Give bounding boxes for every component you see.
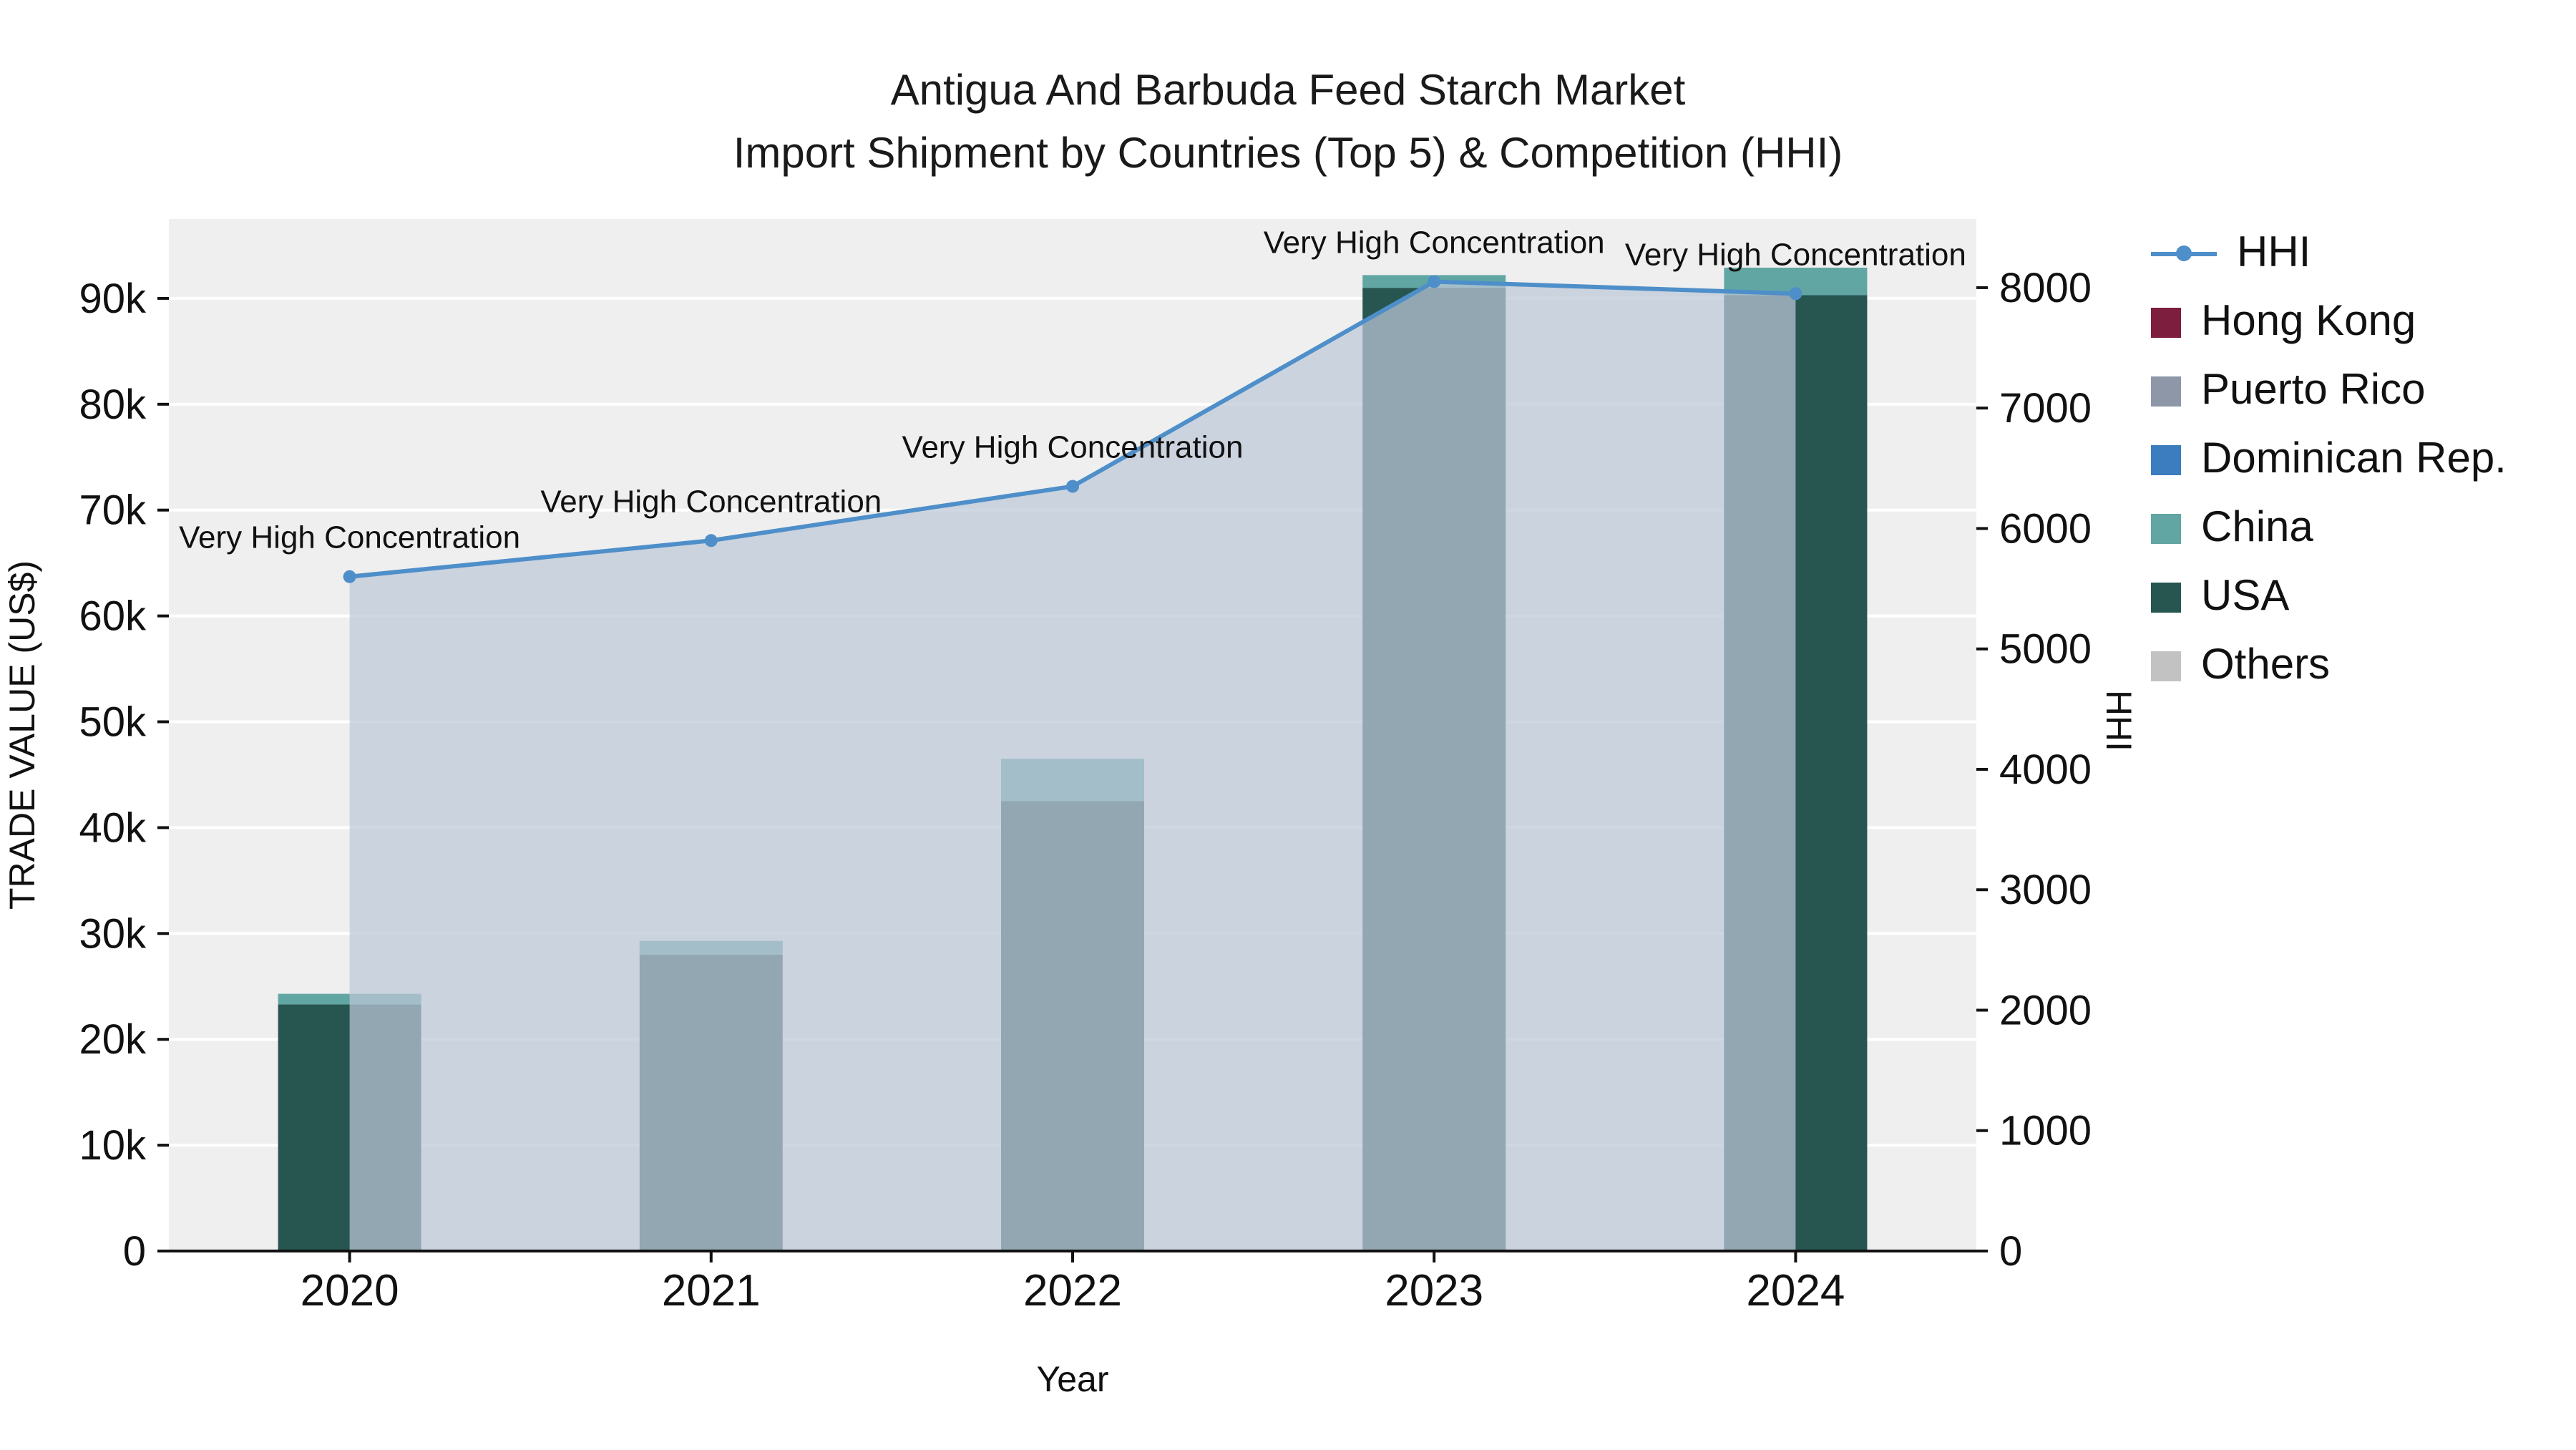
left-axis-tick-label: 70k <box>79 487 147 534</box>
chart-title-line1: Antigua And Barbuda Feed Starch Market <box>890 67 1686 115</box>
right-axis-tick-label: 2000 <box>1999 987 2092 1033</box>
legend-label: HHI <box>2237 229 2311 276</box>
hhi-area-fill <box>349 281 1796 1252</box>
hhi-point-2021[interactable] <box>704 534 718 548</box>
legend-color-swatch-icon <box>2151 582 2181 612</box>
legend-item-others[interactable]: Others <box>2151 641 2507 690</box>
hhi-point-2024[interactable] <box>1789 287 1802 301</box>
left-axis-tick-label: 60k <box>79 593 147 640</box>
legend-label: Dominican Rep. <box>2201 435 2507 482</box>
hhi-point-2022[interactable] <box>1066 480 1079 493</box>
legend-color-swatch-icon <box>2151 513 2181 543</box>
left-axis-tick-label: 10k <box>79 1122 147 1169</box>
right-axis-tick-label: 5000 <box>1999 626 2092 673</box>
legend-label: USA <box>2201 573 2290 620</box>
left-axis-title: TRADE VALUE (US$) <box>2 560 42 910</box>
annotation-2020: Very High Concentration <box>179 520 520 555</box>
x-axis-tick-label: 2024 <box>1746 1266 1845 1315</box>
left-axis-tick-label: 90k <box>79 276 147 322</box>
hhi-point-2023[interactable] <box>1428 275 1441 288</box>
left-axis-tick-label: 0 <box>123 1228 146 1275</box>
legend-item-hhi[interactable]: HHI <box>2151 229 2507 278</box>
legend-color-swatch-icon <box>2151 376 2181 406</box>
right-axis-tick-label: 1000 <box>1999 1108 2092 1154</box>
left-axis-tick-label: 80k <box>79 381 147 428</box>
right-axis-tick-label: 8000 <box>1999 265 2092 311</box>
x-axis-tick-label: 2021 <box>662 1266 761 1315</box>
x-axis-tick-label: 2022 <box>1023 1266 1122 1315</box>
right-axis-tick-label: 4000 <box>1999 746 2092 793</box>
x-axis-tick-label: 2020 <box>301 1266 399 1315</box>
legend-item-dominican-rep[interactable]: Dominican Rep. <box>2151 435 2507 484</box>
left-axis-tick-label: 40k <box>79 804 147 851</box>
legend-item-puerto-rico[interactable]: Puerto Rico <box>2151 366 2507 415</box>
annotation-2023: Very High Concentration <box>1264 225 1605 260</box>
legend-item-china[interactable]: China <box>2151 504 2507 553</box>
left-axis-tick-label: 50k <box>79 699 147 746</box>
legend-label: Hong Kong <box>2201 298 2416 345</box>
legend-color-swatch-icon <box>2151 444 2181 475</box>
legend-item-hong-kong[interactable]: Hong Kong <box>2151 298 2507 346</box>
annotation-2021: Very High Concentration <box>540 484 882 519</box>
legend-line-dot-icon <box>2176 245 2192 261</box>
left-axis-tick-label: 20k <box>79 1016 147 1063</box>
right-axis-tick-label: 0 <box>1999 1228 2022 1275</box>
chart-title: Antigua And Barbuda Feed Starch Market I… <box>0 60 2576 186</box>
legend-item-usa[interactable]: USA <box>2151 573 2507 621</box>
legend-label: Others <box>2201 641 2331 688</box>
right-axis-tick-label: 3000 <box>1999 867 2092 913</box>
x-axis-tick-label: 2023 <box>1385 1266 1483 1315</box>
x-axis-title: Year <box>1036 1359 1108 1399</box>
annotation-2024: Very High Concentration <box>1625 237 1966 272</box>
chart-title-line2: Import Shipment by Countries (Top 5) & C… <box>733 130 1843 177</box>
legend-color-swatch-icon <box>2151 651 2181 681</box>
right-axis-title: HHI <box>2099 690 2139 751</box>
legend-color-swatch-icon <box>2151 307 2181 337</box>
chart-legend: HHI Hong Kong Puerto Rico Dominican Rep. Chi… <box>2151 229 2507 690</box>
legend-label: China <box>2201 504 2313 551</box>
right-axis-tick-label: 7000 <box>1999 385 2092 432</box>
right-axis-tick-label: 6000 <box>1999 505 2092 552</box>
left-axis-tick-label: 30k <box>79 910 147 957</box>
hhi-point-2020[interactable] <box>343 570 356 583</box>
legend-label: Puerto Rico <box>2201 366 2426 414</box>
annotation-2022: Very High Concentration <box>902 430 1244 465</box>
legend-line-marker-icon <box>2151 245 2217 261</box>
